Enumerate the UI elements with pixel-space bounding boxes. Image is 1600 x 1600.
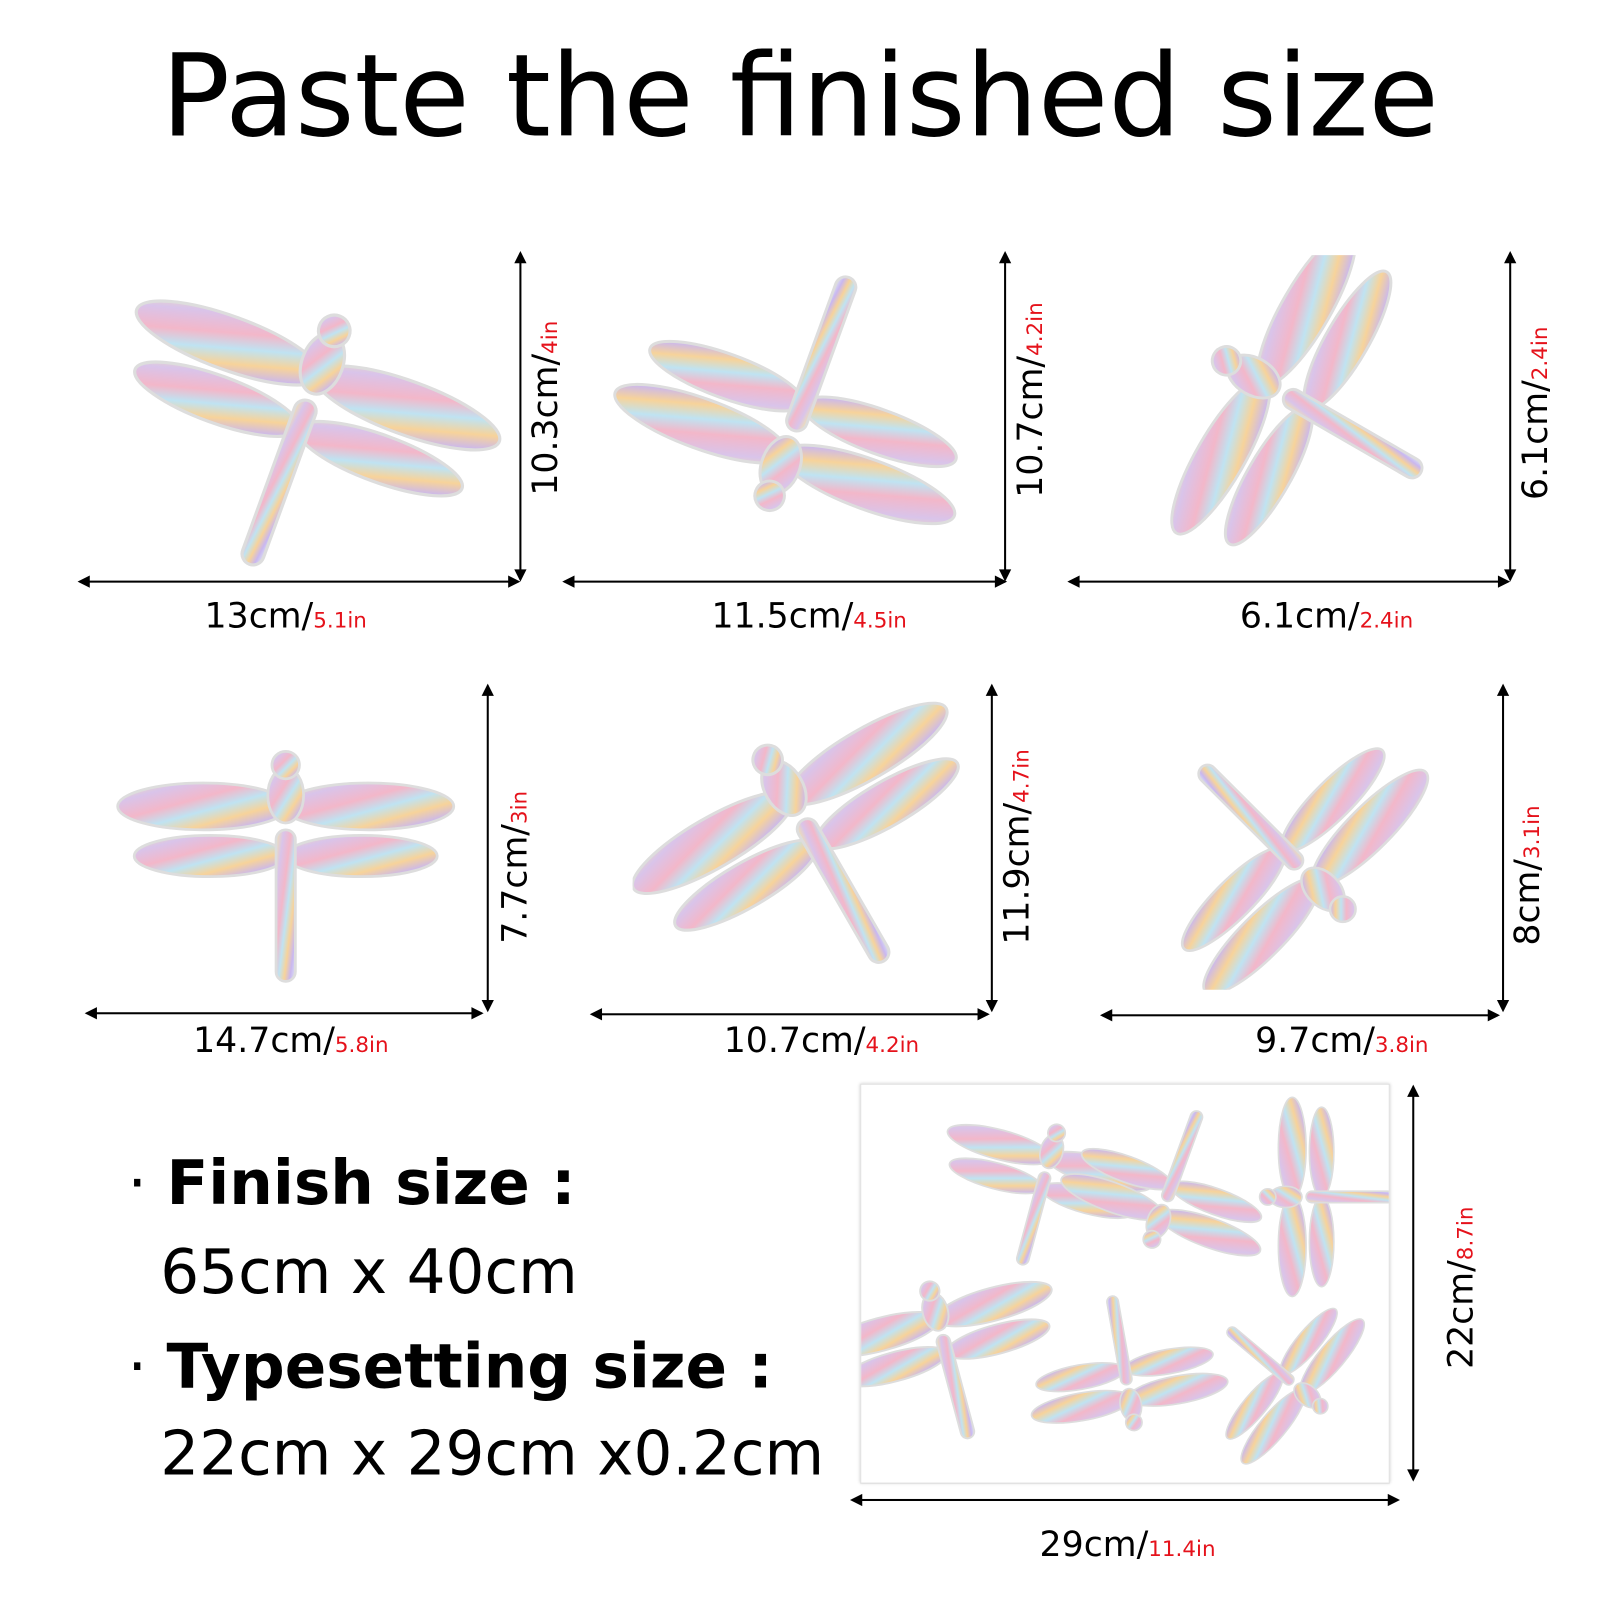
height-in: 8.7in <box>1453 1206 1478 1261</box>
width-arrow <box>562 575 1008 588</box>
height-cm: 22cm/ <box>1440 1260 1482 1369</box>
width-in: 5.8in <box>334 1032 389 1058</box>
width-arrow <box>84 1007 484 1020</box>
width-cm: 9.7cm/ <box>1255 1020 1375 1062</box>
height-cm: 8cm/ <box>1507 858 1548 946</box>
finish-size-heading: · Finish size : <box>128 1148 576 1219</box>
height-in: 3.1in <box>1519 805 1544 859</box>
finish-size-value: 65cm x 40cm <box>160 1236 578 1309</box>
sheet-width-label: 29cm/11.4in <box>1040 1524 1216 1565</box>
width-arrow <box>77 575 521 588</box>
width-arrow <box>1067 575 1511 588</box>
height-arrow <box>481 683 494 1013</box>
height-in: 4.2in <box>1022 302 1047 356</box>
sticker-sheet <box>812 1074 1397 1484</box>
width-cm: 10.7cm/ <box>723 1020 866 1062</box>
typesetting-size-value: 22cm x 29cm x0.2cm <box>160 1418 825 1490</box>
width-in: 3.8in <box>1374 1032 1429 1058</box>
width-label: 14.7cm/5.8in <box>193 1020 388 1061</box>
width-cm: 13cm/ <box>204 595 314 637</box>
height-label: 7.7cm/3in <box>495 791 536 944</box>
width-in: 4.2in <box>865 1032 920 1058</box>
height-in: 2.4in <box>1527 326 1553 381</box>
height-in: 4in <box>537 320 563 354</box>
height-label: 6.1cm/2.4in <box>1515 327 1556 500</box>
width-in: 11.4in <box>1148 1536 1216 1562</box>
height-label: 8cm/3.1in <box>1507 805 1548 945</box>
height-cm: 7.7cm/ <box>494 824 536 944</box>
height-cm: 10.7cm/ <box>1010 355 1052 498</box>
height-label: 10.3cm/4in <box>526 321 567 496</box>
height-cm: 10.3cm/ <box>525 353 567 496</box>
height-cm: 6.1cm/ <box>1515 380 1557 500</box>
height-cm: 11.9cm/ <box>996 802 1038 945</box>
width-cm: 14.7cm/ <box>193 1020 335 1062</box>
typesetting-size-label: Typesetting size : <box>166 1331 773 1404</box>
dragonfly-sticker-6 <box>1142 734 1449 990</box>
height-in: 3in <box>507 790 532 825</box>
dragonfly-sticker-1 <box>102 248 511 572</box>
width-label: 10.7cm/4.2in <box>724 1020 919 1061</box>
finish-size-label: Finish size : <box>166 1147 576 1220</box>
page-title: Paste the finished size <box>161 30 1439 164</box>
height-arrow <box>1504 251 1517 582</box>
sheet-dragonflies <box>812 1074 1397 1484</box>
bullet: · <box>127 1147 148 1220</box>
height-in: 4.7in <box>1009 749 1034 803</box>
width-in: 4.5in <box>853 608 907 633</box>
width-label: 6.1cm/2.4in <box>1240 596 1413 637</box>
dragonfly-sticker-4 <box>116 749 456 983</box>
width-arrow <box>589 1008 990 1021</box>
width-cm: 29cm/ <box>1039 1524 1149 1566</box>
height-arrow <box>514 251 527 582</box>
bullet: · <box>127 1331 148 1404</box>
width-label: 11.5cm/4.5in <box>711 596 906 637</box>
height-label: 11.9cm/4.7in <box>997 749 1038 944</box>
height-arrow <box>998 251 1012 582</box>
height-label: 10.7cm/4.2in <box>1010 302 1051 497</box>
typesetting-size-heading: · Typesetting size : <box>128 1332 773 1403</box>
width-in: 5.1in <box>313 608 367 633</box>
dragonfly-sticker-2 <box>612 249 980 573</box>
width-label: 9.7cm/3.8in <box>1255 1020 1428 1061</box>
width-arrow <box>1099 1009 1500 1022</box>
sheet-width-arrow <box>849 1493 1400 1507</box>
width-in: 2.4in <box>1359 608 1414 633</box>
width-label: 13cm/5.1in <box>205 596 367 637</box>
height-arrow <box>1496 683 1510 1013</box>
dragonfly-sticker-5 <box>632 663 970 1011</box>
dragonfly-sticker-3 <box>1125 255 1495 572</box>
width-cm: 6.1cm/ <box>1239 595 1360 637</box>
sheet-height-label: 22cm/8.7in <box>1441 1207 1482 1369</box>
height-arrow <box>985 683 998 1013</box>
width-cm: 11.5cm/ <box>711 595 854 637</box>
sheet-height-arrow <box>1407 1084 1420 1482</box>
